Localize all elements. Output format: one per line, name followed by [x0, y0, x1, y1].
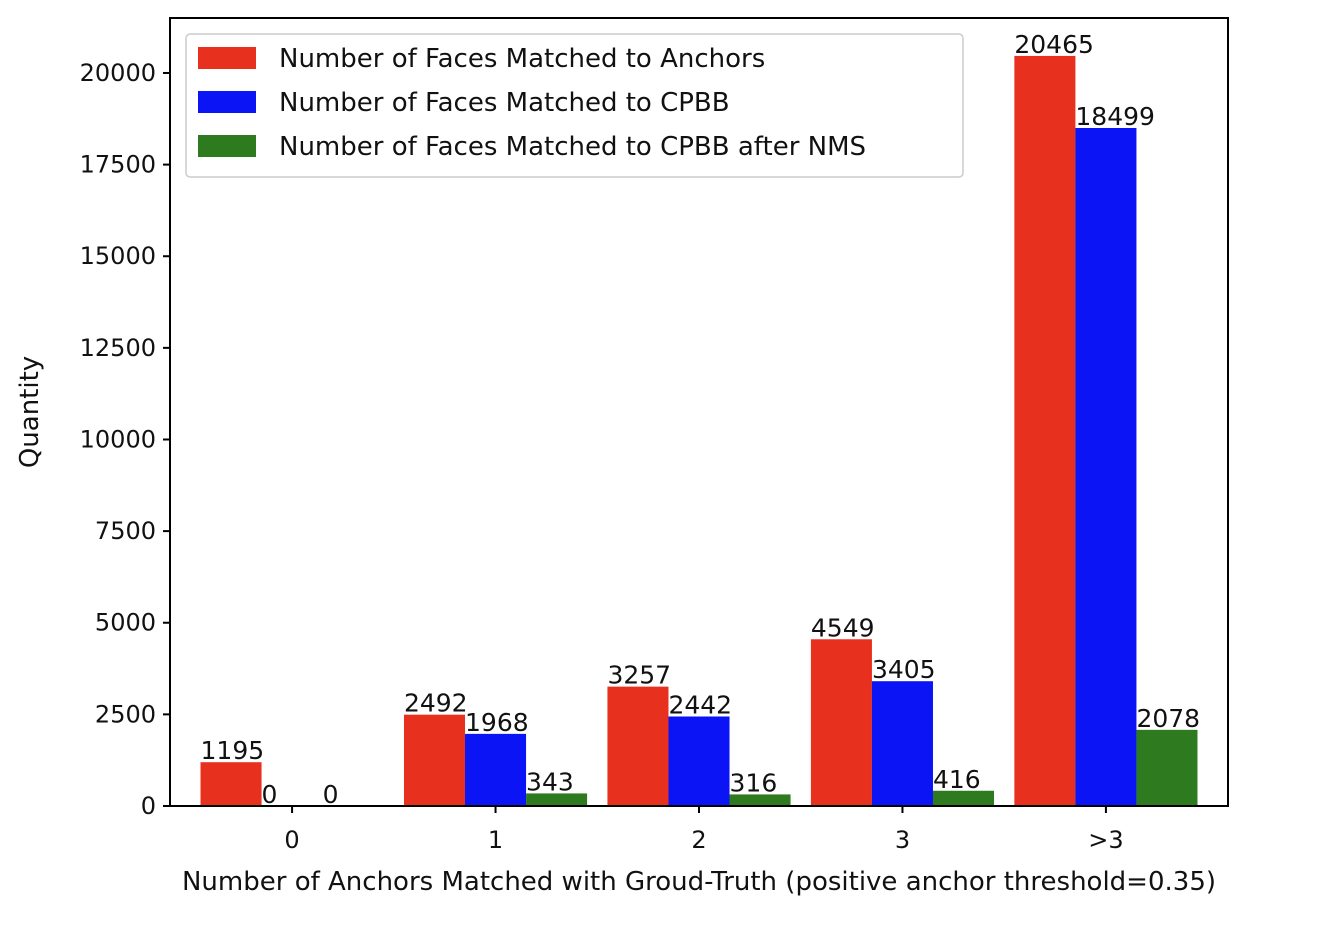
- data-label: 2492: [404, 689, 468, 718]
- legend-label: Number of Faces Matched to Anchors: [279, 44, 765, 74]
- data-label: 316: [730, 768, 778, 797]
- y-tick-label: 10000: [80, 425, 156, 453]
- data-label: 4549: [811, 613, 875, 642]
- x-axis-title: Number of Anchors Matched with Groud-Tru…: [182, 867, 1216, 897]
- bar: [1014, 55, 1076, 806]
- y-tick-label: 12500: [80, 334, 156, 362]
- legend-swatch: [198, 47, 256, 69]
- data-label: 3257: [607, 661, 671, 690]
- x-tick-label: >3: [1088, 826, 1123, 854]
- bar: [729, 794, 791, 806]
- data-label: 416: [933, 765, 981, 794]
- data-label: 1195: [201, 736, 265, 765]
- x-tick-label: 3: [895, 826, 910, 854]
- bar: [403, 714, 466, 806]
- bar: [1136, 729, 1198, 806]
- legend-label: Number of Faces Matched to CPBB after NM…: [279, 132, 866, 162]
- legend-box: [185, 33, 964, 178]
- data-label: 20465: [1014, 30, 1094, 59]
- bar: [668, 716, 730, 806]
- legend-swatch: [198, 91, 256, 113]
- data-label: 1968: [465, 708, 529, 737]
- y-tick-label: 17500: [80, 151, 156, 179]
- bar: [871, 681, 933, 806]
- y-axis-title: Quantity: [15, 356, 45, 468]
- x-axis: 0 1 2 3 >3: [284, 806, 1124, 854]
- data-label: 343: [526, 767, 574, 796]
- data-label: 2078: [1136, 704, 1200, 733]
- y-tick-label: 0: [141, 792, 156, 820]
- legend-swatch: [198, 135, 256, 157]
- bar: [810, 639, 872, 806]
- data-label: 0: [323, 780, 339, 809]
- bar: [526, 793, 588, 806]
- legend-label: Number of Faces Matched to CPBB: [279, 88, 730, 118]
- y-tick-label: 20000: [80, 59, 156, 87]
- x-tick-label: 2: [691, 826, 706, 854]
- bar: [200, 762, 262, 806]
- x-tick-label: 0: [284, 826, 299, 854]
- data-label: 18499: [1075, 102, 1155, 131]
- bar: [607, 686, 669, 806]
- bars-layer: [200, 55, 1198, 807]
- y-axis: 0 2500 5000 7500 10000 12500 15000 17500 20000: [80, 59, 170, 820]
- data-labels-layer: 1195 2492 3257 4549 20465 0 1968 2442 3405 18499 0…: [201, 30, 1201, 809]
- x-tick-label: 1: [488, 826, 503, 854]
- bar: [1075, 127, 1137, 807]
- data-label: 3405: [872, 655, 936, 684]
- bar: [465, 733, 527, 806]
- legend: Number of Faces Matched to Anchors Number…: [185, 33, 964, 178]
- y-tick-label: 15000: [80, 242, 156, 270]
- y-tick-label: 2500: [95, 700, 156, 728]
- data-label: 0: [262, 780, 278, 809]
- bar: [932, 790, 995, 806]
- data-label: 2442: [668, 690, 732, 719]
- y-tick-label: 5000: [95, 609, 156, 637]
- y-tick-label: 7500: [95, 517, 156, 545]
